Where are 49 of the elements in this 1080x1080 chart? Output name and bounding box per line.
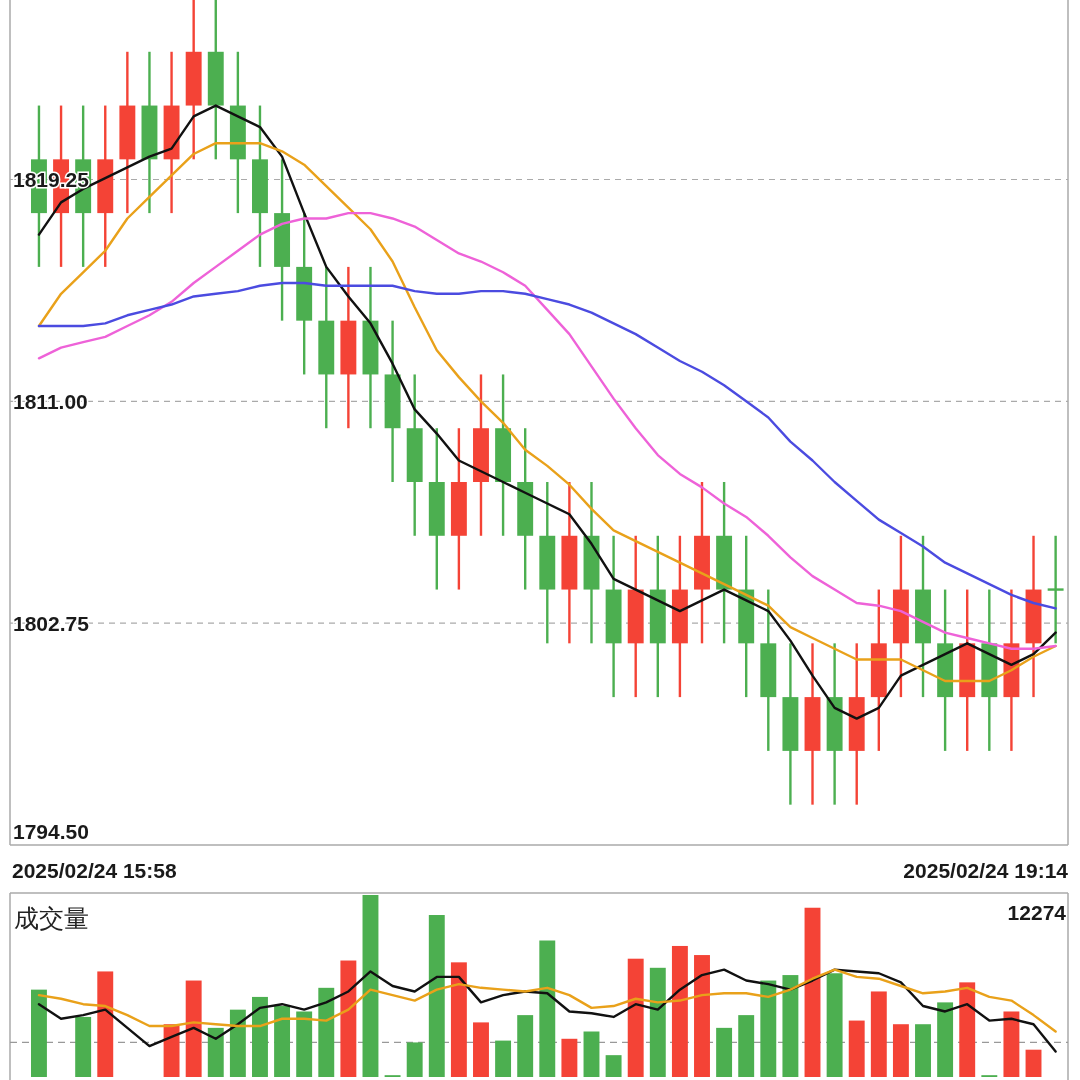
- bar: [229, 1009, 246, 1077]
- bar: [428, 915, 445, 1077]
- bar: [296, 1011, 313, 1077]
- bar: [804, 907, 821, 1077]
- bar: [870, 991, 887, 1077]
- bar: [97, 971, 114, 1077]
- bar: [561, 1038, 578, 1077]
- bar: [473, 1022, 489, 1077]
- bar: [627, 958, 644, 1077]
- bar: [848, 1020, 865, 1077]
- bar: [539, 940, 556, 1077]
- bar: [495, 1040, 512, 1077]
- bar: [937, 1002, 954, 1077]
- y-tick-label: 1802.75: [13, 611, 90, 635]
- bar: [605, 1055, 622, 1077]
- y-tick-label: 1811.00: [13, 389, 88, 413]
- bar: [915, 1024, 931, 1077]
- bar: [716, 1027, 733, 1077]
- bar: [826, 973, 843, 1077]
- y-tick-label: 1794.50: [13, 819, 89, 843]
- text: 2025/02/24 15:58: [12, 859, 177, 882]
- bar: [782, 975, 799, 1077]
- bar: [207, 1027, 224, 1077]
- bar: [892, 1024, 909, 1077]
- chart-title: 成交量: [14, 904, 89, 932]
- bar: [362, 895, 379, 1077]
- text: 2025/02/24 19:14: [903, 859, 1069, 882]
- bar: [738, 1015, 755, 1077]
- bar: [31, 989, 47, 1077]
- bar: [163, 1024, 180, 1077]
- bar: [75, 1016, 92, 1077]
- bar: [274, 1006, 291, 1077]
- bar: [671, 945, 688, 1077]
- bar: [583, 1031, 600, 1077]
- bar: [340, 960, 357, 1077]
- y-tick-label: 1819.25: [13, 168, 90, 191]
- bar: [318, 987, 335, 1077]
- bar: [450, 962, 467, 1077]
- annotation: 12274: [1007, 901, 1067, 924]
- bar: [694, 955, 710, 1077]
- bar: [517, 1015, 534, 1077]
- bar: [649, 967, 666, 1077]
- bar: [185, 980, 202, 1077]
- bar: [1025, 1049, 1042, 1077]
- bar: [252, 996, 268, 1077]
- bar: [406, 1042, 423, 1077]
- bar: [760, 980, 777, 1077]
- bar: [1003, 1011, 1020, 1077]
- bar: [959, 982, 976, 1077]
